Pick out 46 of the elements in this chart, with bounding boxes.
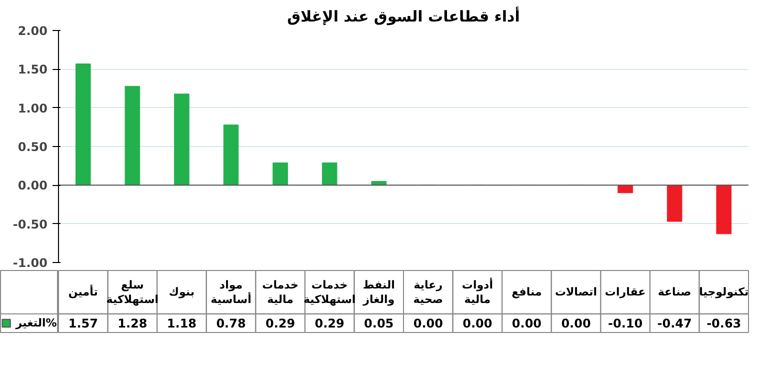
bar — [618, 184, 633, 194]
x-tick-label: سلع استهلاكية — [106, 278, 159, 306]
x-tick-label: اتصالات — [554, 286, 598, 299]
data-label: 0.05 — [364, 316, 394, 331]
y-tick-label: 1.00 — [18, 101, 48, 116]
data-label: 0.00 — [413, 316, 443, 331]
x-tick-label: منافع — [512, 286, 542, 299]
data-label: -0.10 — [608, 316, 643, 331]
bar — [76, 64, 91, 186]
y-tick-label: 2.00 — [18, 24, 48, 38]
x-tick-label: أدوات مالية — [462, 278, 493, 306]
x-tick-label: صناعة — [658, 286, 692, 299]
data-label: 0.00 — [512, 316, 542, 331]
bar — [223, 124, 239, 186]
y-tick-label: -0.50 — [12, 217, 48, 232]
bar — [716, 184, 732, 234]
chart-title: أداء قطاعات السوق عند الإغلاق — [287, 6, 520, 26]
x-tick-label: تأمين — [68, 284, 98, 299]
x-tick-label: تكنولوجيا — [699, 286, 749, 299]
data-label: 1.28 — [118, 316, 148, 331]
data-label: -0.63 — [706, 316, 742, 331]
data-label: -0.47 — [657, 316, 692, 331]
y-tick-label: 0.00 — [18, 178, 48, 193]
y-tick-label: 0.50 — [18, 140, 48, 154]
data-label: 0.78 — [216, 316, 246, 331]
bar — [174, 94, 190, 186]
x-tick-label: النفط والغاز — [362, 278, 395, 306]
data-label: 1.18 — [166, 316, 197, 331]
bar — [666, 184, 682, 222]
bar — [322, 162, 338, 186]
x-tick-label: عقارات — [604, 286, 646, 299]
x-tick-label: مواد أساسية — [210, 278, 252, 306]
bar — [272, 162, 288, 186]
bar — [124, 86, 140, 186]
data-label: 0.00 — [462, 316, 492, 331]
y-tick-label: 1.50 — [18, 62, 48, 77]
x-tick-label: رعاية صحية — [413, 278, 443, 306]
data-label: 0.00 — [561, 316, 591, 331]
y-tick-label: -1.00 — [12, 256, 48, 270]
x-tick-label: خدمات استهلاكية — [303, 278, 356, 306]
data-label: 0.29 — [265, 316, 296, 331]
data-label: 1.57 — [68, 316, 98, 331]
data-label: 0.29 — [314, 316, 344, 331]
x-tick-label: بنوك — [168, 286, 195, 299]
x-tick-label: خدمات مالية — [262, 278, 298, 306]
legend-label: التغير% — [14, 316, 57, 330]
